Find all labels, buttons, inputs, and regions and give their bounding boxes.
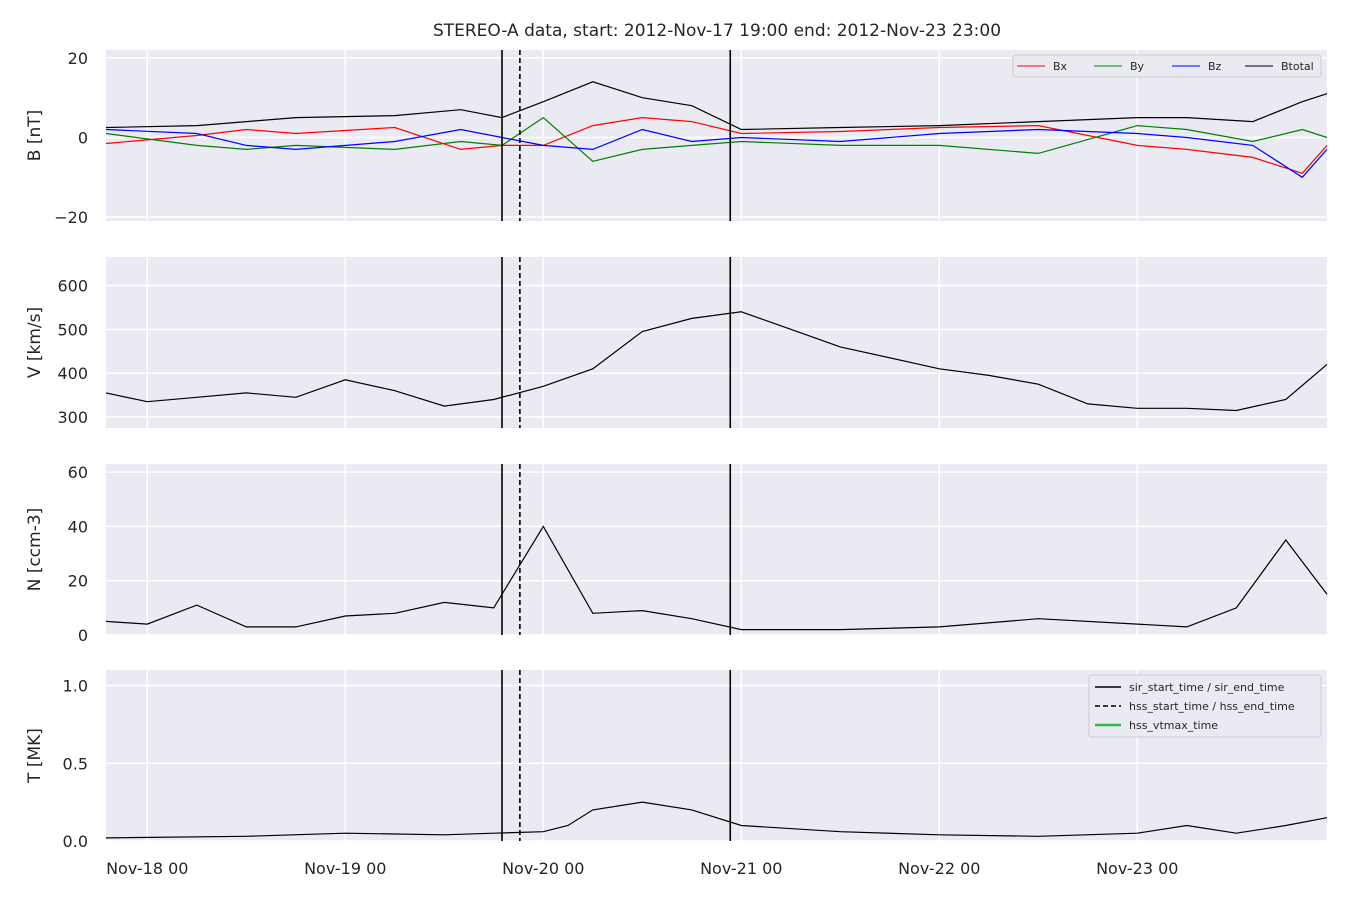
series-line-Bx: [105, 116, 1328, 174]
y-tick-label: 600: [57, 277, 88, 296]
y-tick-label: 400: [57, 364, 88, 383]
y-tick-label: 20: [68, 572, 88, 591]
y-tick-label: 40: [68, 517, 88, 536]
y-tick-label: 1.0: [63, 677, 88, 696]
y-tick-label: 0: [78, 626, 88, 645]
panel-background: [106, 257, 1327, 428]
y-tick-label: −20: [54, 208, 88, 227]
y-tick-label: 500: [57, 320, 88, 339]
chart-title: STEREO-A data, start: 2012-Nov-17 19:00 …: [433, 21, 1001, 41]
series-line-N: [105, 525, 1328, 631]
x-axis: Nov-18 00 Nov-19 00 Nov-20 00 Nov-21 00 Nov-…: [106, 859, 1178, 878]
y-tick-label: 60: [68, 463, 88, 482]
legend-label: hss_start_time / hss_end_time: [1129, 700, 1295, 713]
y-tick-label: 0.0: [63, 832, 88, 851]
legend-label-By: By: [1130, 60, 1145, 73]
legend-t: sir_start_time / sir_end_time hss_start_t…: [1088, 674, 1322, 738]
x-tick-label: Nov-22 00: [898, 859, 980, 878]
panel-background: [106, 464, 1327, 635]
legend-label-Bz: Bz: [1208, 60, 1222, 73]
panel-background: [106, 50, 1327, 221]
panel-B: −20 0 20 B [nT] Bx By Bz Btotal: [25, 49, 1328, 227]
legend-b: Bx By Bz Btotal: [1012, 54, 1322, 78]
panel-N: 0 20 40 60 N [ccm-3]: [25, 463, 1328, 645]
y-tick-label: 300: [57, 408, 88, 427]
legend-label-Btotal: Btotal: [1281, 60, 1314, 73]
x-tick-label: Nov-18 00: [106, 859, 188, 878]
legend-box: [1012, 54, 1322, 78]
legend-box: [1088, 674, 1322, 738]
series-line-T: [105, 801, 1328, 839]
x-tick-label: Nov-21 00: [700, 859, 782, 878]
legend-label: hss_vtmax_time: [1129, 719, 1218, 732]
y-tick-label: 0: [78, 128, 88, 147]
series-line-V: [105, 311, 1328, 412]
y-axis-label: V [km/s]: [25, 307, 45, 378]
legend-label: sir_start_time / sir_end_time: [1129, 681, 1285, 694]
y-tick-label: 0.5: [63, 754, 88, 773]
series-line-Bz: [105, 128, 1328, 179]
legend-label-Bx: Bx: [1053, 60, 1068, 73]
y-axis-label: T [MK]: [25, 728, 45, 784]
x-tick-label: Nov-19 00: [304, 859, 386, 878]
x-tick-label: Nov-20 00: [502, 859, 584, 878]
y-tick-label: 20: [68, 49, 88, 68]
y-axis-label: N [ccm-3]: [25, 508, 45, 592]
panel-V: 300 400 500 600 V [km/s]: [25, 257, 1328, 428]
panel-T: 0.0 0.5 1.0 T [MK] sir_start_time / sir_end_…: [25, 670, 1328, 851]
y-axis-label: B [nT]: [25, 110, 45, 162]
series-line-By: [105, 116, 1328, 162]
x-tick-label: Nov-23 00: [1096, 859, 1178, 878]
series-line-Btotal: [105, 81, 1328, 131]
